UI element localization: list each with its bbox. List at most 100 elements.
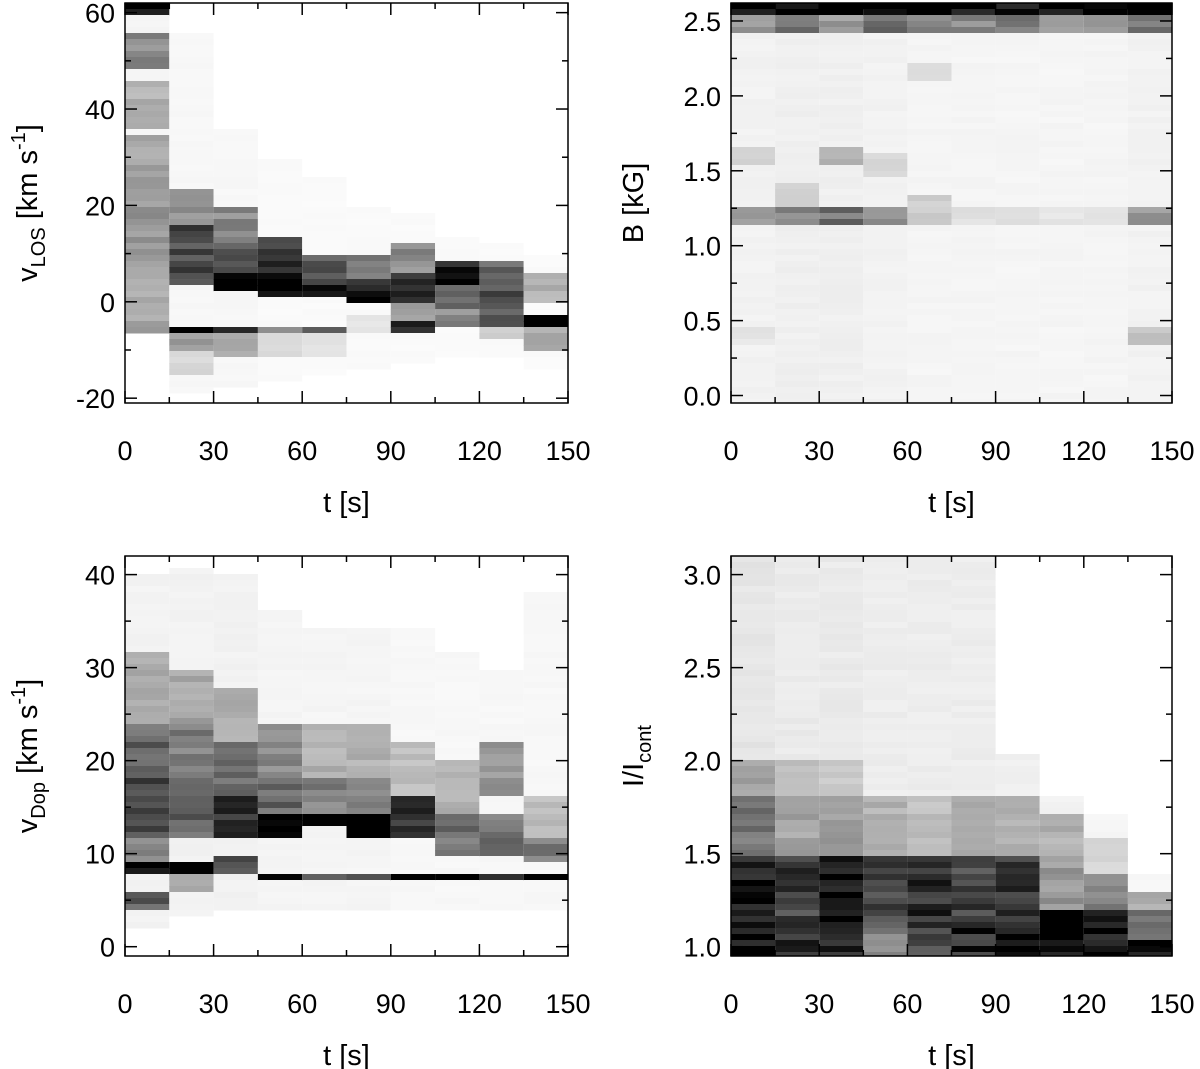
heatmap-cell bbox=[169, 117, 214, 124]
heatmap-cell bbox=[1039, 147, 1084, 154]
heatmap-cell bbox=[257, 832, 303, 839]
heatmap-cell bbox=[390, 249, 436, 256]
heatmap-cell bbox=[1039, 27, 1084, 34]
heatmap-cell bbox=[435, 898, 480, 905]
heatmap-cell bbox=[1083, 351, 1128, 358]
heatmap-cell bbox=[1039, 45, 1084, 52]
heatmap-cell bbox=[731, 790, 776, 797]
heatmap-cell bbox=[390, 850, 436, 857]
heatmap-cell bbox=[863, 153, 908, 160]
heatmap-cell bbox=[819, 742, 864, 749]
heatmap-cell bbox=[1083, 21, 1128, 28]
heatmap-cell bbox=[951, 802, 996, 809]
heatmap-cell bbox=[1039, 15, 1084, 22]
heatmap-cell bbox=[169, 351, 214, 358]
heatmap-cell bbox=[1083, 309, 1128, 316]
heatmap-cell bbox=[302, 195, 347, 202]
heatmap-cell bbox=[169, 688, 214, 695]
heatmap-cell bbox=[907, 736, 952, 743]
heatmap-cell bbox=[775, 255, 820, 262]
heatmap-cell bbox=[819, 682, 864, 689]
heatmap-cell bbox=[213, 219, 258, 226]
heatmap-cell bbox=[1039, 309, 1084, 316]
heatmap-cell bbox=[951, 706, 996, 713]
heatmap-column bbox=[1039, 3, 1084, 403]
heatmap-cell bbox=[479, 748, 524, 755]
heatmap-cell bbox=[819, 279, 864, 286]
heatmap-cell bbox=[775, 339, 820, 346]
heatmap-cell bbox=[257, 646, 303, 653]
heatmap-cell bbox=[390, 333, 436, 340]
heatmap-cell bbox=[1127, 15, 1172, 22]
heatmap-cell bbox=[1039, 87, 1084, 94]
heatmap-cell bbox=[951, 634, 996, 641]
heatmap-cell bbox=[257, 820, 303, 827]
heatmap-cell bbox=[346, 766, 391, 773]
heatmap-cell bbox=[302, 736, 347, 743]
heatmap-cell bbox=[479, 303, 524, 310]
heatmap-cell bbox=[863, 135, 908, 142]
heatmap-cell bbox=[863, 634, 908, 641]
heatmap-cell bbox=[390, 874, 436, 881]
heatmap-cell bbox=[1083, 39, 1128, 46]
heatmap-cell bbox=[302, 213, 347, 220]
heatmap-cell bbox=[169, 592, 214, 599]
heatmap-cell bbox=[1039, 231, 1084, 238]
heatmap-cell bbox=[775, 267, 820, 274]
heatmap-cell bbox=[1127, 75, 1172, 82]
heatmap-cell bbox=[523, 315, 568, 322]
heatmap-cell bbox=[1127, 285, 1172, 292]
heatmap-cell bbox=[731, 622, 776, 629]
heatmap-cell bbox=[523, 760, 568, 767]
heatmap-cell bbox=[125, 327, 170, 334]
heatmap-cell bbox=[213, 363, 258, 370]
heatmap-cell bbox=[257, 321, 303, 328]
heatmap-cell bbox=[951, 670, 996, 677]
heatmap-cell bbox=[731, 387, 776, 394]
heatmap-cell bbox=[169, 826, 214, 833]
heatmap-cell bbox=[863, 45, 908, 52]
heatmap-cell bbox=[951, 255, 996, 262]
heatmap-cell bbox=[1039, 934, 1084, 941]
heatmap-cell bbox=[390, 315, 436, 322]
heatmap-cell bbox=[479, 730, 524, 737]
heatmap-cell bbox=[951, 724, 996, 731]
heatmap-cell bbox=[213, 634, 258, 641]
heatmap-cell bbox=[907, 760, 952, 767]
heatmap-cell bbox=[125, 267, 170, 274]
heatmap-cell bbox=[819, 219, 864, 226]
heatmap-cell bbox=[169, 574, 214, 581]
heatmap-cell bbox=[257, 796, 303, 803]
heatmap-cell bbox=[731, 718, 776, 725]
heatmap-cell bbox=[995, 868, 1040, 875]
heatmap-cell bbox=[435, 718, 480, 725]
heatmap-cell bbox=[995, 399, 1040, 403]
x-axis-label: t [s] bbox=[323, 1040, 370, 1069]
heatmap-cell bbox=[1083, 129, 1128, 136]
heatmap-cell bbox=[863, 628, 908, 635]
heatmap-cell bbox=[169, 760, 214, 767]
heatmap-cell bbox=[213, 790, 258, 797]
heatmap-cell bbox=[1039, 321, 1084, 328]
heatmap-cell bbox=[951, 69, 996, 76]
heatmap-cell bbox=[995, 261, 1040, 268]
heatmap-cell bbox=[169, 369, 214, 376]
heatmap-cell bbox=[863, 790, 908, 797]
heatmap-cell bbox=[390, 826, 436, 833]
heatmap-cell bbox=[1127, 171, 1172, 178]
heatmap-cell bbox=[775, 718, 820, 725]
heatmap-cell bbox=[125, 135, 170, 142]
heatmap-cell bbox=[819, 790, 864, 797]
x-axis-label: t [s] bbox=[323, 487, 370, 519]
heatmap-cell bbox=[863, 159, 908, 166]
y-axis-label: vLOS [km s-1] bbox=[8, 124, 50, 282]
heatmap-cell bbox=[435, 658, 480, 665]
heatmap-cell bbox=[775, 568, 820, 575]
heatmap-cell bbox=[302, 700, 347, 707]
heatmap-cell bbox=[213, 153, 258, 160]
heatmap-cell bbox=[951, 640, 996, 647]
heatmap-cell bbox=[169, 628, 214, 635]
heatmap-cell bbox=[1039, 243, 1084, 250]
heatmap-cell bbox=[390, 838, 436, 845]
heatmap-cell bbox=[523, 327, 568, 334]
